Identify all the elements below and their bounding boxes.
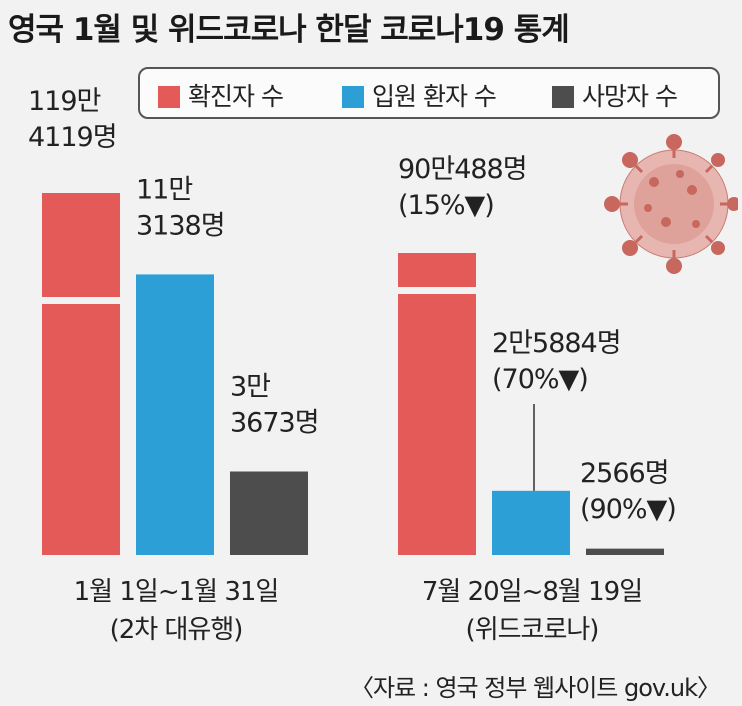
bar-hospitalized-withcorona [492,490,570,555]
category-label-jan-line2: (2차 대유행) [110,615,243,645]
legend-label-hospitalized: 입원 환자 수 [372,82,497,111]
data-label-deaths-withcorona-line2: (90%▼) [580,494,676,525]
legend: 확진자 수 입원 환자 수 사망자 수 [138,67,720,119]
source-note: 〈자료 : 영국 정부 웹사이트 gov.uk〉 [349,674,721,702]
legend-item-hospitalized: 입원 환자 수 [342,77,497,113]
bar-hospitalized-jan [136,274,214,555]
legend-label-deaths: 사망자 수 [582,82,678,111]
category-label-withcorona-line2: (위드코로나) [466,615,599,645]
data-label-hospitalized-withcorona-line2: (70%▼) [492,364,588,395]
data-label-confirmed-jan-line2: 4119명 [28,122,117,153]
axis-break-mark-jan [40,297,122,304]
data-label-confirmed-withcorona-line2: (15%▼) [398,190,494,221]
bar-confirmed-withcorona [398,253,476,555]
legend-item-confirmed: 확진자 수 [158,77,284,113]
data-label-hospitalized-withcorona-line1: 2만5884명 [492,328,621,359]
category-label-withcorona-line1: 7월 20일~8월 19일 [422,577,642,607]
bar-deaths-jan [230,471,308,555]
legend-swatch-hospitalized [342,86,364,108]
legend-swatch-confirmed [158,86,180,108]
data-label-confirmed-withcorona-line1: 90만488명 [398,154,527,185]
data-label-hospitalized-jan-line1: 11만 [136,174,192,205]
legend-item-deaths: 사망자 수 [552,77,678,113]
category-label-jan-line1: 1월 1일~1월 31일 [74,577,279,607]
data-label-deaths-jan-line2: 3673명 [230,407,319,438]
bar-deaths-withcorona [586,548,664,555]
coronavirus-illustration [604,134,738,274]
data-label-confirmed-jan-line1: 119만 [28,86,101,117]
legend-swatch-deaths [552,86,574,108]
bar-confirmed-jan [42,193,120,555]
data-label-hospitalized-jan-line2: 3138명 [136,210,225,241]
data-label-deaths-withcorona-line1: 2566명 [580,458,669,489]
data-label-deaths-jan-line1: 3만 [230,371,270,402]
legend-label-confirmed: 확진자 수 [188,82,284,111]
chart-title: 영국 1월 및 위드코로나 한달 코로나19 통계 [8,12,570,48]
axis-break-mark-withcorona [396,287,478,294]
